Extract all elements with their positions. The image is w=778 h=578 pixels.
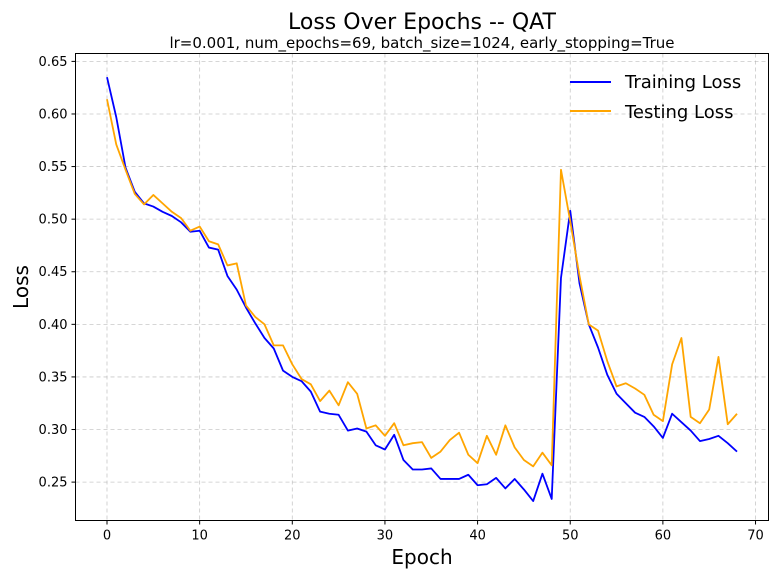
axis-ticks: 0 10 20 30 40 50 60 70 0.25 0.30 0.35 0.40 0.45 0.50 0… xyxy=(39,55,764,544)
x-axis-label: Epoch xyxy=(391,545,452,569)
chart-title: Loss Over Epochs -- QAT xyxy=(288,10,557,35)
y-tick-label: 0.30 xyxy=(39,423,68,438)
legend: Training Loss Testing Loss xyxy=(570,72,741,123)
y-tick-label: 0.40 xyxy=(39,318,68,333)
y-tick-label: 0.25 xyxy=(39,476,68,491)
x-tick-label: 10 xyxy=(191,529,208,544)
chart-subtitle: lr=0.001, num_epochs=69, batch_size=1024… xyxy=(169,34,674,53)
x-tick-label: 50 xyxy=(562,529,579,544)
series-lines xyxy=(106,76,738,502)
legend-label-training: Training Loss xyxy=(624,72,741,93)
y-tick-label: 0.65 xyxy=(39,55,68,70)
training-loss-line xyxy=(106,76,738,502)
y-tick-label: 0.45 xyxy=(39,265,68,280)
x-tick-label: 40 xyxy=(469,529,486,544)
testing-loss-line xyxy=(106,99,738,468)
y-tick-label: 0.50 xyxy=(39,213,68,228)
x-tick-label: 60 xyxy=(655,529,672,544)
grid xyxy=(75,53,769,521)
y-axis-label: Loss xyxy=(9,265,33,309)
x-tick-label: 20 xyxy=(284,529,301,544)
y-tick-label: 0.35 xyxy=(39,370,68,385)
x-tick-label: 30 xyxy=(377,529,394,544)
y-tick-label: 0.60 xyxy=(39,107,68,122)
x-tick-label: 0 xyxy=(103,529,111,544)
legend-label-testing: Testing Loss xyxy=(624,102,733,123)
x-tick-label: 70 xyxy=(747,529,764,544)
y-tick-label: 0.55 xyxy=(39,160,68,175)
plot-frame xyxy=(75,53,769,521)
